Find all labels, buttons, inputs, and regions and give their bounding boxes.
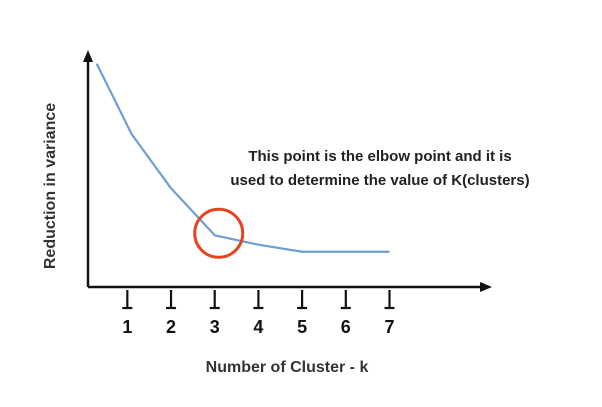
- annotation-line-1: This point is the elbow point and it is: [248, 148, 512, 165]
- x-tick-label: 3: [210, 317, 220, 337]
- x-tick-label: 6: [341, 317, 351, 337]
- elbow-annotation: This point is the elbow point and it is …: [180, 145, 580, 193]
- elbow-highlight-circle: [193, 207, 245, 259]
- x-tick-label: 2: [166, 317, 176, 337]
- y-axis-arrowhead: [83, 50, 93, 62]
- x-tick-label: 1: [122, 317, 132, 337]
- x-tick-label: 5: [297, 317, 307, 337]
- x-axis-title: Number of Cluster - k: [206, 359, 369, 376]
- annotation-line-2: used to determine the value of K(cluster…: [230, 172, 530, 189]
- x-tick-label: 4: [253, 317, 263, 337]
- elbow-curve-line: [95, 63, 390, 253]
- y-axis-title: Reduction in variance: [42, 103, 59, 269]
- x-axis-arrowhead: [480, 282, 492, 292]
- x-tick-label: 7: [384, 317, 394, 337]
